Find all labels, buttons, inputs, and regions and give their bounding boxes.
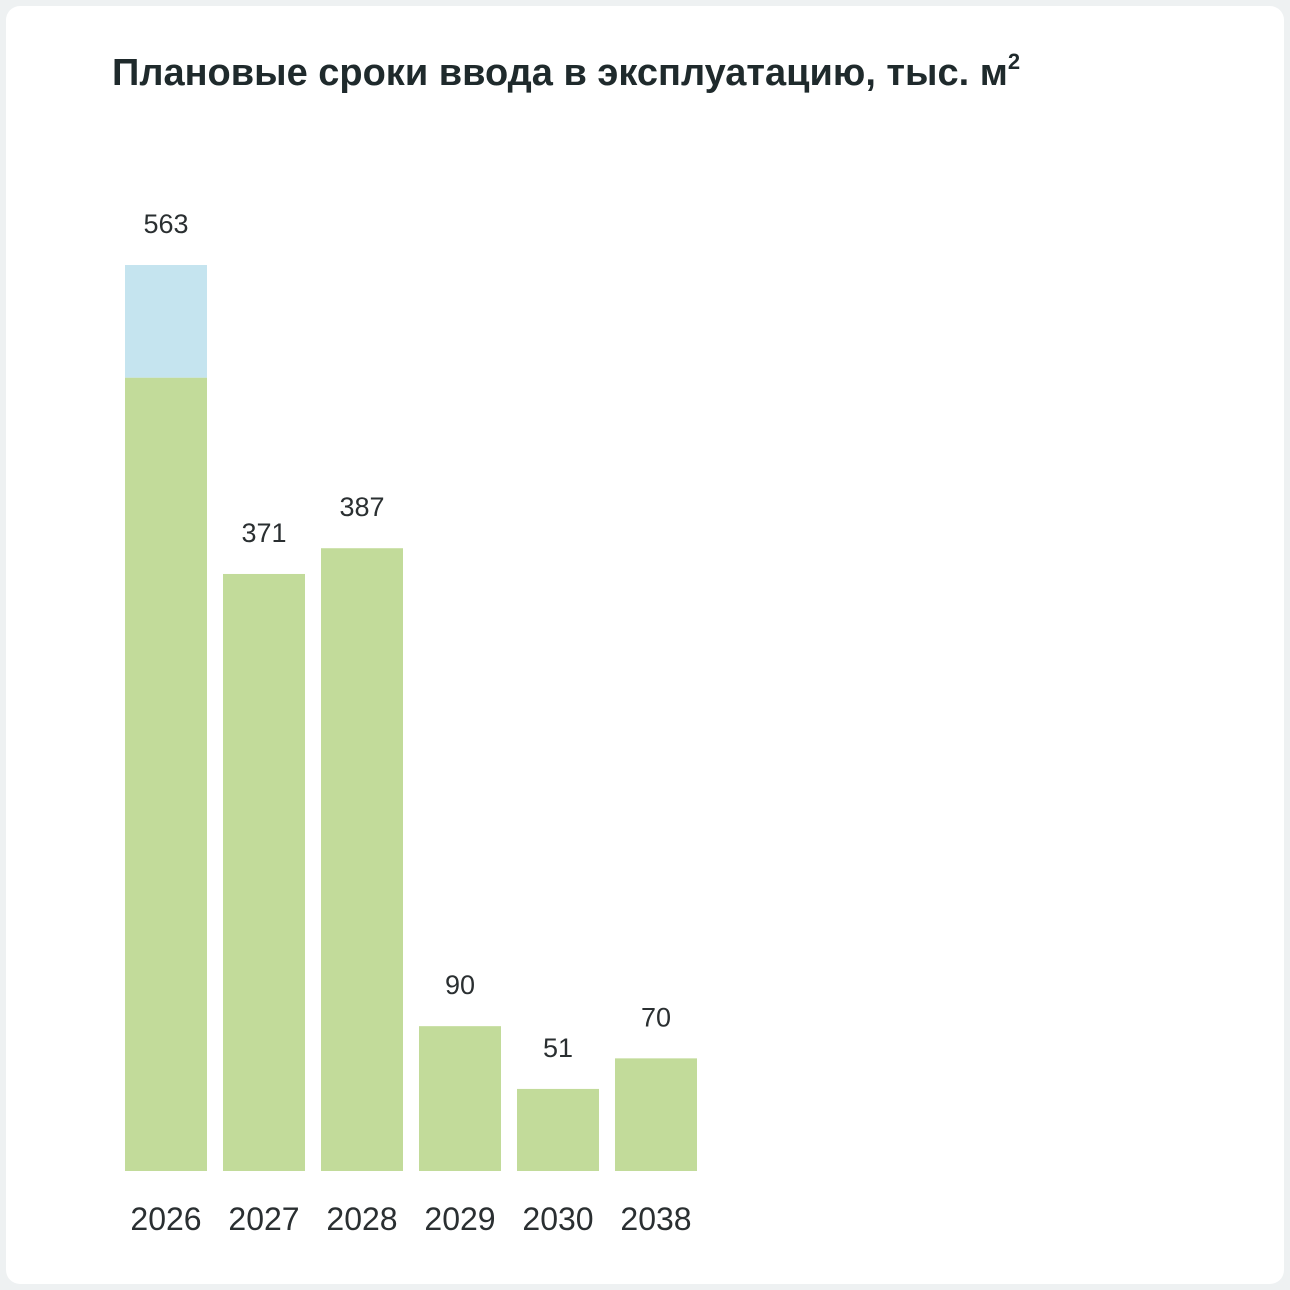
bar-2030-segment-1: [517, 1088, 599, 1171]
bar-2028-segment-1: [321, 548, 403, 1171]
bar-2029-segment-1: [419, 1026, 501, 1171]
bar-2026-segment-2: [125, 265, 207, 378]
value-label-2026: 563: [143, 209, 188, 239]
category-label-2028: 2028: [326, 1201, 397, 1237]
value-label-2030: 51: [543, 1033, 573, 1063]
category-label-2029: 2029: [424, 1201, 495, 1237]
value-label-2029: 90: [445, 970, 475, 1000]
category-label-2026: 2026: [130, 1201, 201, 1237]
bar-2027-segment-1: [223, 573, 305, 1171]
chart-title: Плановые сроки ввода в эксплуатацию, тыс…: [112, 49, 1021, 95]
bar-2038-segment-1: [615, 1058, 697, 1171]
category-label-2030: 2030: [522, 1201, 593, 1237]
chart-title-text: Плановые сроки ввода в эксплуатацию, тыс…: [112, 52, 1008, 94]
value-label-2028: 387: [339, 492, 384, 522]
category-label-2038: 2038: [620, 1201, 691, 1237]
bar-2026-segment-1: [125, 377, 207, 1171]
category-label-2027: 2027: [228, 1201, 299, 1237]
chart-title-superscript: 2: [1007, 49, 1021, 74]
value-label-2038: 70: [641, 1002, 671, 1032]
value-label-2027: 371: [241, 518, 286, 548]
